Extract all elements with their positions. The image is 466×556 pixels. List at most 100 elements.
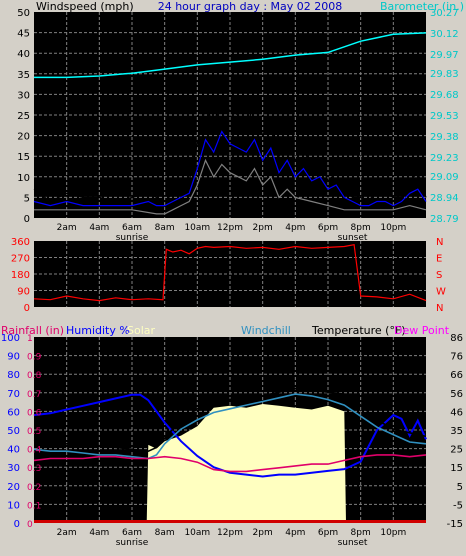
- humidity-tick-label: 50: [7, 426, 20, 437]
- barometer-axis-label: Barometer (in.): [380, 0, 464, 13]
- barometer-tick-label: 29.53: [430, 111, 459, 122]
- barometer-tick-label: 29.97: [430, 50, 459, 61]
- hour-tick-label: 2am: [57, 528, 77, 538]
- rainfall-tick-label: 0.7: [27, 390, 41, 400]
- temperature-tick-label: -15: [447, 519, 463, 530]
- barometer-tick-label: 29.38: [430, 132, 459, 143]
- hour-tick-label: 8am: [155, 528, 175, 538]
- compass-tick-label: W: [436, 287, 446, 298]
- rainfall-tick-label: 0.5: [27, 427, 41, 437]
- wind-tick-label: 15: [17, 152, 30, 163]
- rainfall-tick-label: 0.6: [27, 408, 42, 418]
- humidity-tick-label: 90: [7, 352, 20, 363]
- temperature-tick-label: 76: [450, 352, 463, 363]
- legend-temperature: Temperature (°F): [311, 324, 406, 337]
- barometer-tick-label: 29.09: [430, 172, 459, 183]
- compass-tick-label: N: [436, 237, 443, 248]
- compass-tick-label: N: [436, 303, 443, 314]
- compass-tick-label: S: [436, 270, 442, 281]
- legend-dew-point: Dew Point: [394, 324, 450, 337]
- humidity-tick-label: 10: [7, 500, 20, 511]
- temperature-tick-label: 86: [450, 333, 463, 344]
- legend-solar: Solar: [127, 324, 156, 337]
- hour-tick-label: 4pm: [285, 223, 305, 233]
- temperature-tick-label: 15: [450, 463, 463, 474]
- legend-windchill: Windchill: [241, 324, 291, 337]
- hour-tick-label: 8am: [155, 223, 175, 233]
- humidity-tick-label: 70: [7, 389, 20, 400]
- series-line: [33, 393, 427, 460]
- wind-tick-label: 30: [17, 90, 30, 101]
- series-line: [33, 130, 427, 207]
- temperature-tick-label: 35: [450, 426, 463, 437]
- hour-tick-label: 8pm: [351, 528, 371, 538]
- barometer-tick-label: 30.12: [430, 29, 459, 40]
- wind-tick-label: 10: [17, 173, 30, 184]
- barometer-tick-label: 29.68: [430, 90, 459, 101]
- humidity-tick-label: 60: [7, 407, 20, 418]
- rainfall-bar: [34, 520, 426, 523]
- barometer-tick-label: 30.27: [430, 8, 459, 19]
- compass-tick-label: E: [436, 254, 442, 265]
- wind-axis-label: Windspeed (mph): [36, 0, 134, 13]
- direction-tick-label: 270: [11, 254, 30, 265]
- hour-tick-label: 12pm: [217, 223, 243, 233]
- series-line: [34, 158, 427, 215]
- direction-tick-label: 0: [24, 303, 30, 314]
- temperature-tick-label: 25: [450, 445, 463, 456]
- direction-line: [33, 243, 427, 302]
- hour-tick-label: 10pm: [380, 528, 406, 538]
- barometer-tick-label: 29.83: [430, 69, 459, 80]
- legend-rainfall: Rainfall (in): [1, 324, 64, 337]
- rainfall-tick-label: 0.9: [27, 353, 42, 363]
- series-line: [33, 97, 427, 203]
- hour-tick-label: 2pm: [253, 223, 273, 233]
- hour-tick-label: 2am: [57, 223, 77, 233]
- wind-tick-label: 0: [24, 214, 30, 225]
- humidity-tick-label: 100: [1, 333, 20, 344]
- direction-tick-label: 360: [11, 237, 30, 248]
- direction-tick-label: 90: [17, 287, 30, 298]
- chart-marks: [33, 32, 427, 523]
- rainfall-tick-label: 0.8: [27, 371, 42, 381]
- hour-tick-label: 4pm: [285, 528, 305, 538]
- hour-tick-label: 8pm: [351, 223, 371, 233]
- legend-humidity: Humidity %: [66, 324, 130, 337]
- barometer-tick-label: 28.79: [430, 214, 459, 225]
- hour-tick-label: 6am: [122, 528, 142, 538]
- sunrise-label: sunrise: [116, 538, 149, 548]
- sunrise-label: sunrise: [116, 233, 149, 243]
- wind-tick-label: 50: [17, 8, 30, 19]
- humidity-tick-label: 40: [7, 445, 20, 456]
- rainfall-tick-label: 1: [27, 334, 33, 344]
- wind-tick-label: 45: [17, 29, 30, 40]
- grid-lines: [34, 12, 426, 523]
- hour-tick-label: 10pm: [380, 223, 406, 233]
- temperature-tick-label: 5: [457, 482, 463, 493]
- temperature-tick-label: 46: [450, 407, 463, 418]
- wind-tick-label: 40: [17, 49, 30, 60]
- series-line: [33, 387, 427, 453]
- humidity-tick-label: 30: [7, 463, 20, 474]
- wind-tick-label: 35: [17, 70, 30, 81]
- rainfall-tick-label: 0.4: [27, 446, 42, 456]
- temperature-tick-label: -5: [453, 500, 463, 511]
- series-line: [34, 32, 427, 79]
- humidity-tick-label: 80: [7, 370, 20, 381]
- solar-area: [34, 404, 426, 523]
- direction-tick-label: 180: [11, 270, 30, 281]
- wind-tick-label: 20: [17, 132, 30, 143]
- hour-tick-label: 2pm: [253, 528, 273, 538]
- rainfall-tick-label: 0: [27, 520, 33, 530]
- rainfall-tick-label: 0.1: [27, 501, 41, 511]
- hour-tick-label: 10am: [184, 528, 210, 538]
- wind-tick-label: 5: [24, 193, 30, 204]
- rainfall-tick-label: 0.2: [27, 483, 41, 493]
- barometer-tick-label: 28.94: [430, 193, 459, 204]
- hour-tick-label: 4am: [89, 223, 109, 233]
- barometer-tick-label: 29.23: [430, 153, 459, 164]
- sunset-label: sunset: [338, 233, 368, 243]
- sunset-label: sunset: [338, 538, 368, 548]
